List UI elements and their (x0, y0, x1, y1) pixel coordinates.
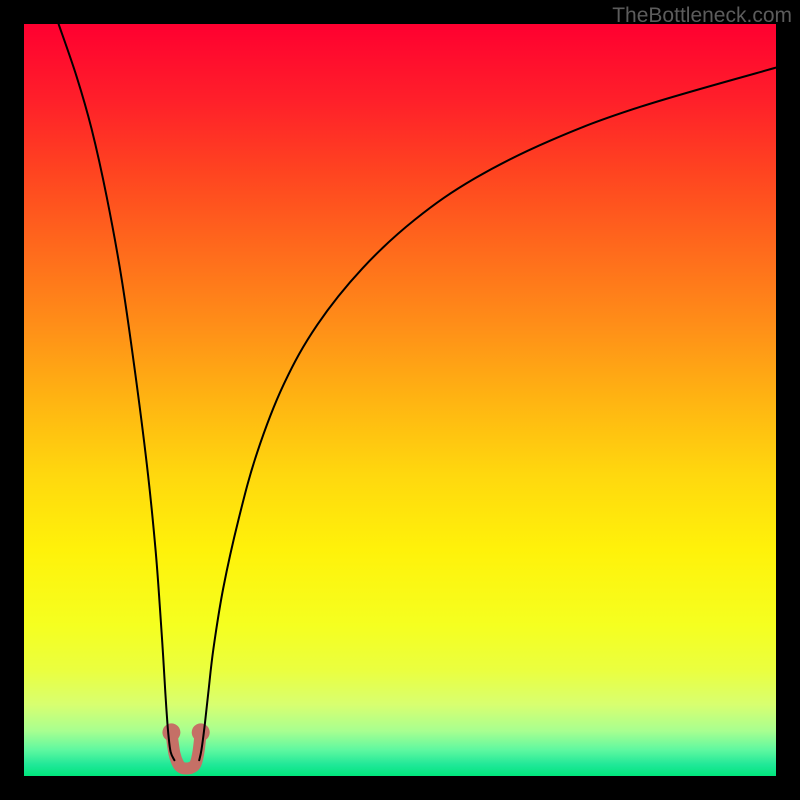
bottleneck-marker-blob (192, 723, 210, 741)
watermark-text: TheBottleneck.com (612, 4, 792, 28)
bottleneck-chart (24, 24, 776, 776)
chart-container: TheBottleneck.com (0, 0, 800, 800)
bottleneck-marker-blob (162, 723, 180, 741)
right-curve (199, 68, 776, 761)
left-curve (59, 24, 175, 760)
plot-area (24, 24, 776, 776)
